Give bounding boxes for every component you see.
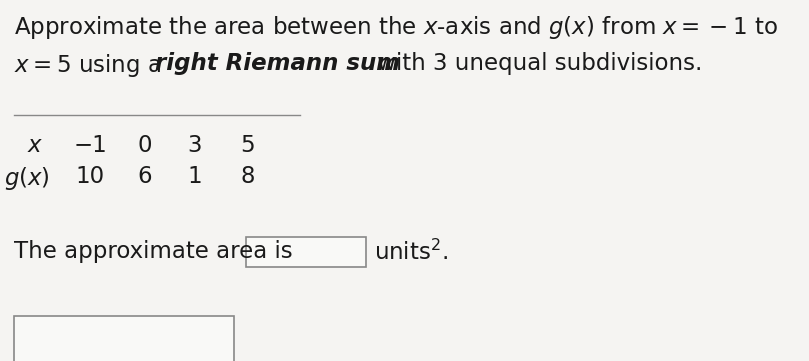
Text: units$^2$.: units$^2$. [374,240,448,265]
Text: 5: 5 [241,134,256,157]
Text: right Riemann sum: right Riemann sum [155,52,400,75]
Text: $g(x)$: $g(x)$ [4,165,50,192]
Text: 3: 3 [188,134,202,157]
Text: with 3 unequal subdivisions.: with 3 unequal subdivisions. [370,52,702,75]
Text: $x=5$ using a: $x=5$ using a [14,52,163,79]
Text: 0: 0 [138,134,152,157]
Text: 8: 8 [241,165,256,188]
Text: 1: 1 [188,165,202,188]
Text: −1: −1 [73,134,107,157]
Bar [246,237,366,267]
Text: 10: 10 [75,165,104,188]
Text: Approximate the area between the $x$-axis and $g(x)$ from $x=-1$ to: Approximate the area between the $x$-axi… [14,14,777,41]
Text: $x$: $x$ [27,134,43,157]
Text: The approximate area is: The approximate area is [14,240,293,263]
Text: 6: 6 [138,165,152,188]
